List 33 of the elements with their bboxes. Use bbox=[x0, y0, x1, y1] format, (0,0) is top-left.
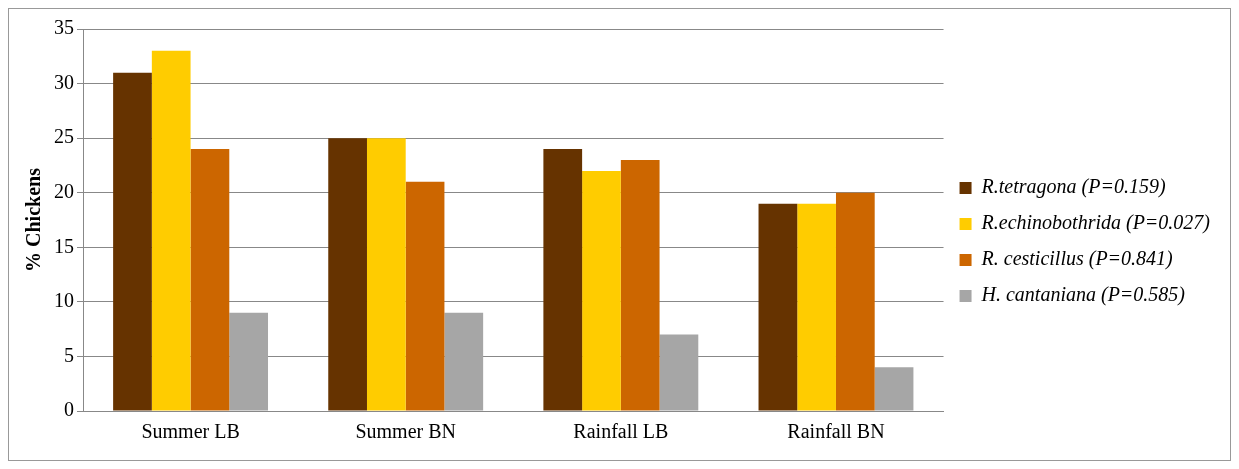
bar bbox=[659, 334, 699, 411]
bar bbox=[874, 367, 914, 411]
bar bbox=[758, 203, 798, 411]
bar bbox=[151, 50, 191, 411]
bar bbox=[113, 72, 152, 411]
legend-label: H. cantaniana (P=0.585) bbox=[980, 283, 1186, 307]
x-tick-label: Summer BN bbox=[355, 420, 456, 443]
bar bbox=[582, 170, 621, 411]
y-tick-label: 25 bbox=[54, 125, 74, 148]
y-tick-label: 0 bbox=[64, 398, 74, 421]
legend-label: R.tetragona (P=0.159) bbox=[980, 175, 1166, 199]
bar bbox=[620, 159, 660, 411]
bar bbox=[405, 181, 445, 411]
bar bbox=[366, 138, 406, 411]
legend-label: R.echinobothrida (P=0.027) bbox=[980, 211, 1211, 235]
x-tick-label: Rainfall BN bbox=[787, 420, 885, 443]
y-tick-label: 30 bbox=[54, 70, 74, 93]
y-tick-label: 20 bbox=[54, 179, 74, 202]
bar bbox=[444, 312, 484, 411]
bar bbox=[328, 138, 367, 411]
y-axis-title: % Chickens bbox=[22, 167, 45, 272]
x-tick-label: Summer LB bbox=[141, 420, 240, 443]
bar bbox=[543, 149, 583, 411]
y-tick-label: 10 bbox=[54, 289, 74, 312]
y-tick-label: 35 bbox=[54, 16, 74, 39]
y-tick-label: 15 bbox=[54, 234, 74, 257]
x-tick-label: Rainfall LB bbox=[573, 420, 669, 443]
bar bbox=[229, 312, 269, 411]
legend-label: R. cesticillus (P=0.841) bbox=[980, 247, 1174, 271]
bar bbox=[190, 149, 230, 411]
y-tick-label: 5 bbox=[64, 343, 74, 366]
bar bbox=[835, 192, 875, 411]
bar bbox=[797, 203, 836, 411]
